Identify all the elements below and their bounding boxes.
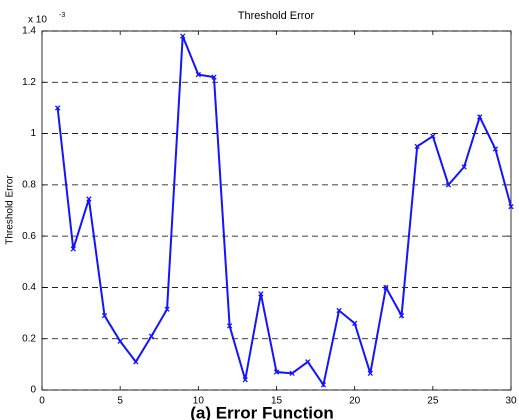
y-tick-label: 0.6 xyxy=(22,231,36,242)
y-tick-label: 1.2 xyxy=(22,77,36,88)
x-tick-label: 30 xyxy=(505,396,517,407)
marker xyxy=(320,382,327,388)
x-tick-label: 15 xyxy=(271,396,283,407)
marker xyxy=(242,377,248,383)
y-multiplier: x 10 xyxy=(28,15,47,26)
marker xyxy=(398,312,405,319)
marker xyxy=(117,338,123,344)
x-tick-label: 5 xyxy=(117,396,123,407)
marker xyxy=(180,33,186,39)
marker xyxy=(164,306,170,312)
marker xyxy=(414,143,420,150)
marker xyxy=(226,323,233,329)
y-axis-label: Threshold Error xyxy=(5,175,16,245)
marker xyxy=(352,320,358,326)
marker xyxy=(101,312,108,319)
marker xyxy=(133,359,139,365)
x-tick-label: 10 xyxy=(193,396,205,407)
x-tick-label: 0 xyxy=(39,396,45,407)
marker xyxy=(273,369,280,375)
marker xyxy=(211,74,217,80)
y-tick-label: 1 xyxy=(30,128,36,139)
y-tick-label: 0 xyxy=(30,385,36,396)
marker xyxy=(492,146,499,152)
marker xyxy=(461,164,467,170)
y-multiplier-exponent: -3 xyxy=(59,12,65,19)
marker xyxy=(289,370,295,376)
marker xyxy=(195,71,201,78)
marker xyxy=(477,114,483,120)
marker xyxy=(258,291,264,297)
x-tick-label: 20 xyxy=(349,396,361,407)
y-tick-label: 1.4 xyxy=(22,26,36,37)
marker xyxy=(70,246,76,252)
y-tick-label: 0.4 xyxy=(22,282,36,293)
caption: (a) Error Function xyxy=(190,403,334,420)
marker xyxy=(305,359,311,365)
chart-title: Threshold Error xyxy=(238,10,315,22)
y-tick-label: 0.8 xyxy=(22,179,36,190)
marker xyxy=(148,333,155,339)
marker xyxy=(445,182,452,188)
x-tick-label: 25 xyxy=(427,396,439,407)
plot-frame xyxy=(41,30,512,391)
marker xyxy=(54,105,61,111)
marker xyxy=(383,284,389,291)
marker xyxy=(508,203,514,210)
marker xyxy=(86,196,92,202)
series-line xyxy=(56,35,512,388)
marker xyxy=(367,370,373,376)
y-tick-label: 0.2 xyxy=(22,333,36,344)
marker xyxy=(430,133,436,139)
marker xyxy=(336,307,342,314)
